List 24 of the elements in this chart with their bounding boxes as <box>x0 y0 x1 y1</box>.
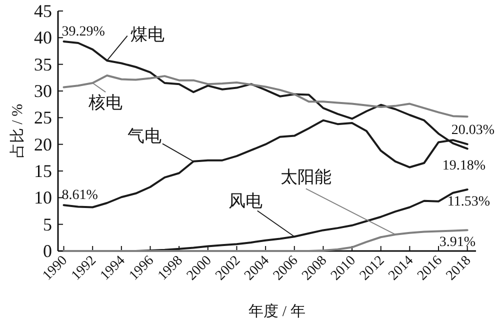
y-tick-label: 15 <box>34 161 52 181</box>
y-tick-label: 35 <box>34 54 52 74</box>
y-tick-label: 10 <box>34 188 52 208</box>
data-label: 8.61% <box>62 188 98 204</box>
y-tick-label: 45 <box>34 1 52 21</box>
data-label: 11.53% <box>447 194 490 210</box>
y-tick-label: 40 <box>34 28 52 48</box>
y-tick-label: 0 <box>43 241 52 261</box>
data-label: 3.91% <box>439 235 476 250</box>
series-label: 煤电 <box>130 24 164 44</box>
data-label: 39.29% <box>62 24 106 40</box>
legend-label: 核电 <box>88 93 123 112</box>
y-tick-label: 5 <box>43 214 52 234</box>
series-label: 气电 <box>127 126 162 146</box>
y-tick-label: 20 <box>34 134 52 154</box>
series-label: 风电 <box>228 192 262 211</box>
y-axis-title: 占比 / % <box>9 104 26 158</box>
y-tick-label: 25 <box>34 108 52 128</box>
y-tick-label: 30 <box>34 81 52 101</box>
data-label: 19.18% <box>442 158 486 174</box>
text: 太阳能 <box>280 168 332 187</box>
line-series <box>62 74 468 118</box>
data-label: 20.03% <box>451 123 495 138</box>
x-axis-title: 年度 / 年 <box>248 303 306 320</box>
